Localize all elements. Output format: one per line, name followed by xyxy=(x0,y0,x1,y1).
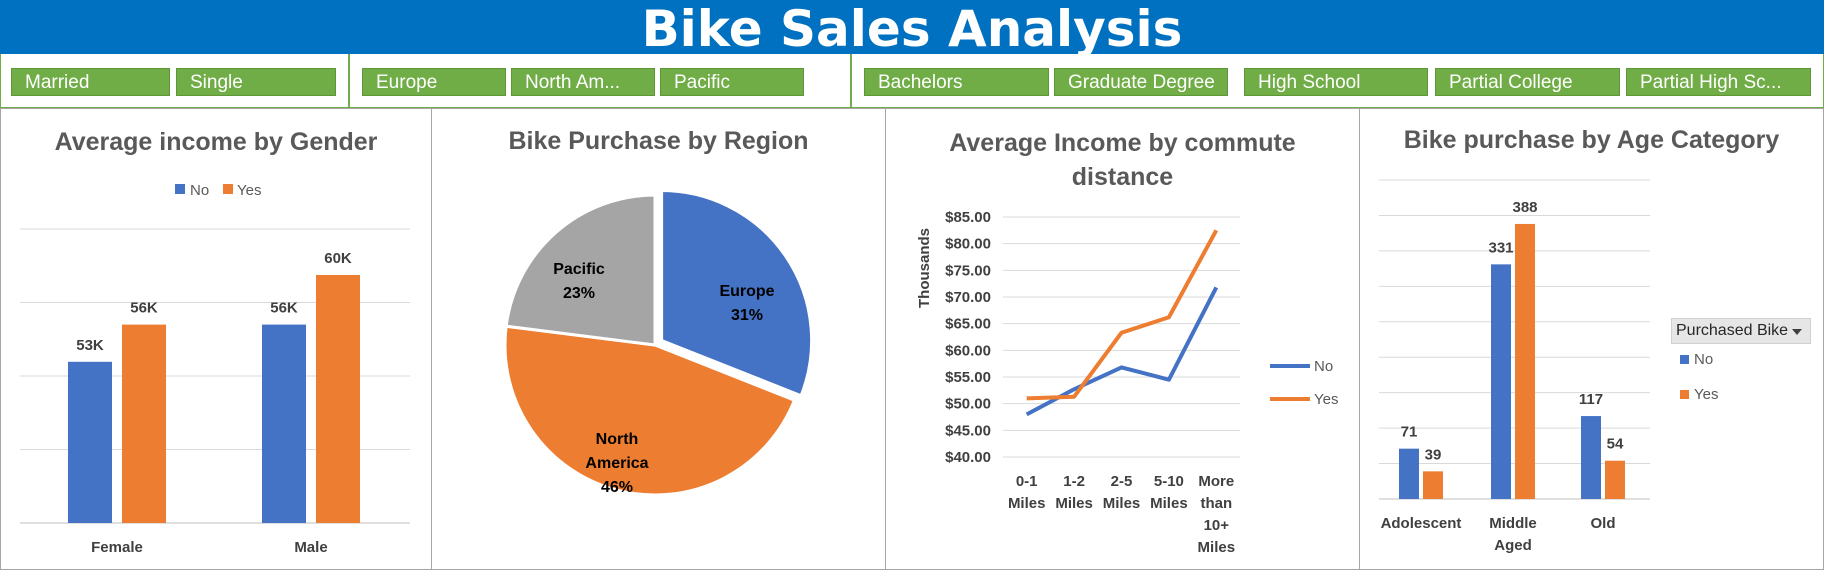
bar-adolescent-yes xyxy=(1423,471,1443,499)
x-tick-label: 0-1 xyxy=(1016,473,1038,490)
page-title: Bike Sales Analysis xyxy=(641,0,1183,58)
y-tick-label: $55.00 xyxy=(945,369,991,386)
bar-female-yes xyxy=(122,324,166,523)
pie-label-europe-value: 31% xyxy=(731,307,763,324)
slicer-item-married[interactable]: Married xyxy=(11,68,170,96)
chart-title-age: Bike purchase by Age Category xyxy=(1403,126,1780,154)
pie-label-europe-name: Europe xyxy=(719,283,774,300)
pie-label-north-america-name-line1: North xyxy=(596,431,639,448)
line-series-yes xyxy=(1026,229,1219,401)
x-tick-label: Miles xyxy=(1103,495,1141,512)
purchased-bike-filter-label: Purchased Bike xyxy=(1676,322,1789,339)
y-tick-label: $50.00 xyxy=(945,396,991,413)
data-label-male-yes: 60K xyxy=(324,250,352,267)
slicer-item-europe[interactable]: Europe xyxy=(362,68,506,96)
pie-label-pacific-value: 23% xyxy=(563,285,595,302)
bar-male-no xyxy=(262,324,306,523)
x-tick-label: 1-2 xyxy=(1063,473,1085,490)
pie-label-north-america-name-line2: America xyxy=(585,455,648,472)
legend-label-no: No xyxy=(190,182,209,199)
slicer-item-partial-high-school[interactable]: Partial High Sc... xyxy=(1626,68,1811,96)
bar-old-yes xyxy=(1605,460,1625,499)
x-tick-old: Old xyxy=(1591,515,1616,532)
y-tick-label: $70.00 xyxy=(945,289,991,306)
x-tick-middle-aged-line2: Aged xyxy=(1494,537,1532,554)
bar-old-no xyxy=(1581,416,1601,499)
pie-slice-pacific xyxy=(504,193,657,347)
data-label-adolescent-yes: 39 xyxy=(1425,446,1442,463)
x-tick-label: Miles xyxy=(1008,495,1046,512)
x-tick-label: Miles xyxy=(1055,495,1093,512)
x-tick-label: 5-10 xyxy=(1154,473,1184,490)
legend-label-yes-commute: Yes xyxy=(1314,391,1338,408)
legend-swatch-no-age xyxy=(1680,355,1689,364)
y-tick-label: $60.00 xyxy=(945,342,991,359)
slicer-item-bachelors[interactable]: Bachelors xyxy=(864,68,1049,96)
x-tick-adolescent: Adolescent xyxy=(1381,515,1462,532)
x-tick-label: 10+ xyxy=(1204,517,1230,534)
legend-swatch-yes-age xyxy=(1680,390,1689,399)
y-axis-title: Thousands xyxy=(916,228,933,308)
x-tick-female: Female xyxy=(91,539,143,556)
data-label-female-yes: 56K xyxy=(130,300,158,317)
bar-male-yes xyxy=(316,275,360,523)
chart-title-commute: Average Income by commute distance xyxy=(949,129,1296,191)
slicer-item-pacific[interactable]: Pacific xyxy=(660,68,804,96)
slicer-item-north-america[interactable]: North Am... xyxy=(511,68,655,96)
title-banner xyxy=(0,0,1824,54)
y-tick-label: $65.00 xyxy=(945,316,991,333)
legend-label-no-commute: No xyxy=(1314,358,1333,375)
x-tick-label: than xyxy=(1200,495,1232,512)
pie-label-pacific-name: Pacific xyxy=(553,261,605,278)
purchased-bike-filter-button[interactable]: Purchased Bike xyxy=(1671,318,1811,344)
pie-slice-europe xyxy=(660,189,814,398)
legend-label-no-age: No xyxy=(1694,351,1713,368)
y-tick-label: $80.00 xyxy=(945,236,991,253)
dropdown-arrow-icon xyxy=(1792,329,1802,335)
x-tick-label: Miles xyxy=(1198,539,1236,556)
y-tick-label: $85.00 xyxy=(945,209,991,226)
slicer-item-partial-college[interactable]: Partial College xyxy=(1435,68,1620,96)
y-tick-label: $75.00 xyxy=(945,262,991,279)
x-tick-middle-aged-line1: Middle xyxy=(1489,515,1537,532)
x-tick-label: More xyxy=(1198,473,1234,490)
pie-label-north-america-value: 46% xyxy=(601,479,633,496)
chart-panel-commute xyxy=(885,108,1360,570)
data-label-adolescent-no: 71 xyxy=(1401,424,1418,441)
bar-adolescent-no xyxy=(1399,448,1419,499)
chart-title-region: Bike Purchase by Region xyxy=(508,127,809,155)
y-tick-label: $40.00 xyxy=(945,449,991,466)
data-label-male-no: 56K xyxy=(270,300,298,317)
bar-middle-aged-no xyxy=(1491,264,1511,499)
data-label-middle-aged-yes: 388 xyxy=(1512,199,1537,216)
data-label-old-yes: 54 xyxy=(1607,436,1624,453)
legend-swatch-no xyxy=(175,184,185,194)
pie-slice-north-america xyxy=(503,324,797,497)
x-tick-label: 2-5 xyxy=(1111,473,1133,490)
legend-label-yes: Yes xyxy=(237,182,261,199)
slicer-item-graduate-degree[interactable]: Graduate Degree xyxy=(1054,68,1228,96)
data-label-old-no: 117 xyxy=(1579,391,1603,408)
slicer-item-high-school[interactable]: High School xyxy=(1244,68,1428,96)
slicer-item-single[interactable]: Single xyxy=(176,68,336,96)
bar-middle-aged-yes xyxy=(1515,223,1535,499)
bar-female-no xyxy=(68,361,112,523)
chart-title-gender: Average income by Gender xyxy=(54,128,378,156)
data-label-female-no: 53K xyxy=(76,337,104,354)
x-tick-male: Male xyxy=(294,539,327,556)
x-tick-label: Miles xyxy=(1150,495,1188,512)
legend-swatch-yes xyxy=(223,184,233,194)
y-tick-label: $45.00 xyxy=(945,422,991,439)
line-series-no xyxy=(1025,286,1219,417)
data-label-middle-aged-no: 331 xyxy=(1488,239,1513,256)
legend-label-yes-age: Yes xyxy=(1694,386,1718,403)
